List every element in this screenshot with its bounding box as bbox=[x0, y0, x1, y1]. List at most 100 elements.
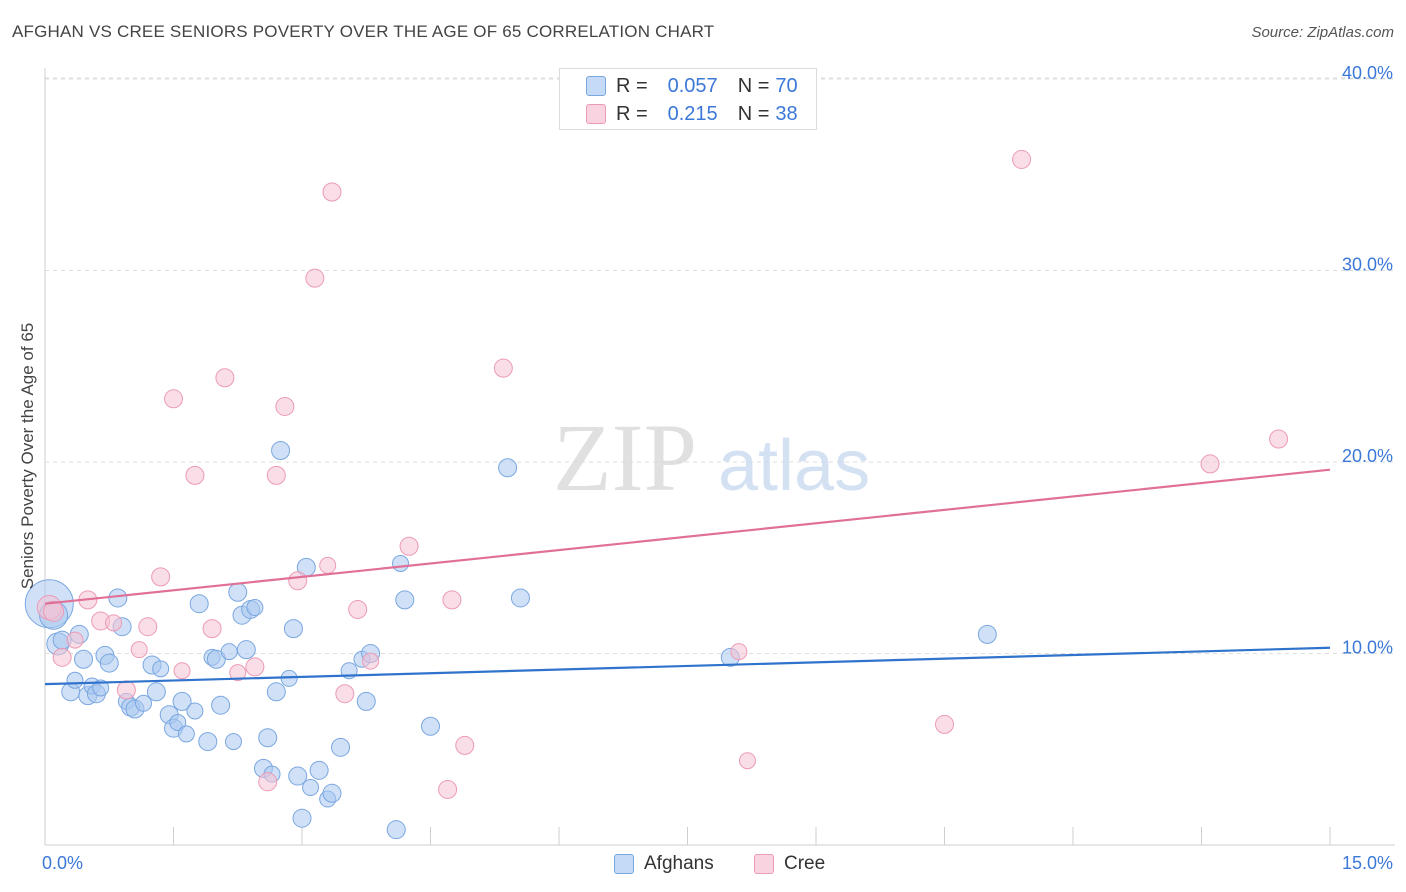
data-point-cree bbox=[66, 631, 84, 649]
data-point-cree bbox=[288, 571, 308, 591]
data-point-afghans bbox=[258, 728, 278, 748]
legend-r-value: 0.057 bbox=[667, 74, 718, 97]
trend-lines bbox=[44, 468, 1331, 686]
data-point-afghans bbox=[322, 783, 342, 803]
data-point-afghans bbox=[395, 590, 415, 610]
chart-source: Source: ZipAtlas.com bbox=[1251, 24, 1394, 41]
bottom-legend-swatch-cree bbox=[754, 854, 774, 874]
data-point-afghans bbox=[66, 671, 84, 689]
data-point-cree bbox=[185, 465, 205, 485]
legend: R = 0.057 N = 70 R = 0.215 N = 38 bbox=[559, 68, 817, 130]
y-tick-label: 40.0% bbox=[1342, 63, 1393, 83]
y-tick-label: 10.0% bbox=[1342, 638, 1393, 658]
data-point-afghans bbox=[135, 694, 153, 712]
data-point-afghans bbox=[386, 820, 406, 840]
data-point-afghans bbox=[169, 713, 187, 731]
data-point-cree bbox=[43, 600, 65, 622]
data-point-afghans bbox=[421, 716, 440, 736]
bottom-legend-label-afghans: Afghans bbox=[644, 853, 714, 874]
data-point-cree bbox=[215, 368, 235, 388]
data-point-afghans bbox=[309, 760, 329, 780]
data-point-cree bbox=[322, 182, 342, 202]
data-point-afghans bbox=[510, 588, 530, 608]
y-axis-title: Seniors Poverty Over the Age of 65 bbox=[18, 323, 37, 589]
data-point-cree bbox=[348, 599, 368, 619]
legend-swatch-cree bbox=[586, 104, 606, 124]
data-point-afghans bbox=[189, 594, 209, 614]
data-point-cree bbox=[1200, 454, 1220, 474]
data-point-cree bbox=[319, 556, 337, 574]
data-point-afghans bbox=[356, 691, 376, 711]
data-point-cree bbox=[229, 664, 247, 682]
data-point-afghans bbox=[228, 582, 248, 602]
legend-row-afghans: R = 0.057 N = 70 bbox=[586, 73, 798, 99]
x-tick-label-min: 0.0% bbox=[42, 853, 83, 873]
trend-line-cree bbox=[44, 468, 1331, 605]
data-point-cree bbox=[935, 714, 954, 734]
legend-n-label: N = bbox=[737, 102, 770, 125]
bottom-legend-cree: Cree bbox=[754, 851, 825, 877]
data-point-cree bbox=[52, 647, 72, 667]
x-tick-label-max: 15.0% bbox=[1342, 853, 1393, 873]
data-point-cree bbox=[399, 536, 419, 556]
legend-n-value: 70 bbox=[775, 74, 798, 97]
data-point-cree bbox=[335, 684, 355, 704]
y-tick-label: 20.0% bbox=[1342, 446, 1393, 466]
legend-r-label: R = bbox=[616, 74, 648, 97]
y-tick-label: 30.0% bbox=[1342, 255, 1393, 275]
data-point-cree bbox=[130, 641, 148, 659]
data-point-cree bbox=[258, 772, 278, 792]
axis-labels: 10.0% 20.0% 30.0% 40.0% 0.0% 15.0% Seniors Pov… bbox=[18, 63, 1393, 873]
data-point-afghans bbox=[99, 653, 119, 673]
data-point-cree bbox=[245, 657, 265, 677]
legend-r-label: R = bbox=[616, 102, 648, 125]
data-point-afghans bbox=[198, 732, 218, 752]
data-point-cree bbox=[362, 652, 380, 670]
data-point-cree bbox=[1269, 429, 1289, 449]
data-point-cree bbox=[266, 465, 286, 485]
legend-n-value: 38 bbox=[775, 102, 798, 125]
data-point-afghans bbox=[74, 649, 94, 669]
data-point-afghans bbox=[206, 649, 226, 669]
data-point-cree bbox=[116, 680, 136, 700]
data-point-afghans bbox=[283, 619, 303, 639]
data-point-cree bbox=[164, 389, 183, 409]
grid-lines bbox=[45, 77, 1395, 654]
data-point-afghans bbox=[977, 624, 997, 644]
data-points bbox=[24, 149, 1289, 840]
data-point-cree bbox=[438, 779, 458, 799]
data-point-afghans bbox=[224, 733, 242, 751]
data-point-afghans bbox=[177, 725, 195, 743]
data-point-afghans bbox=[92, 679, 110, 697]
data-point-afghans bbox=[392, 554, 410, 572]
data-point-afghans bbox=[152, 660, 170, 678]
data-point-cree bbox=[738, 752, 756, 770]
trend-line-afghans bbox=[44, 646, 1331, 686]
axes bbox=[44, 68, 1395, 846]
data-point-cree bbox=[442, 590, 462, 610]
data-point-afghans bbox=[292, 808, 312, 828]
data-point-afghans bbox=[236, 640, 256, 660]
legend-n-label: N = bbox=[737, 74, 770, 97]
data-point-afghans bbox=[266, 682, 286, 702]
data-point-afghans bbox=[186, 702, 204, 720]
legend-r-value: 0.215 bbox=[667, 102, 718, 125]
data-point-cree bbox=[275, 396, 295, 416]
bottom-legend-label-cree: Cree bbox=[784, 853, 826, 874]
bottom-legend-swatch-afghans bbox=[614, 854, 634, 874]
data-point-afghans bbox=[498, 458, 518, 478]
data-point-cree bbox=[151, 567, 171, 587]
data-point-afghans bbox=[146, 682, 166, 702]
data-point-cree bbox=[730, 643, 748, 661]
data-point-cree bbox=[455, 735, 475, 755]
data-point-cree bbox=[1012, 149, 1032, 169]
data-point-cree bbox=[105, 614, 123, 632]
data-point-afghans bbox=[211, 695, 231, 715]
data-point-afghans bbox=[302, 779, 320, 797]
watermark-zip: ZIP bbox=[553, 404, 697, 511]
data-point-afghans bbox=[271, 441, 291, 461]
data-point-afghans bbox=[288, 766, 308, 786]
watermark-atlas: atlas bbox=[718, 426, 870, 506]
data-point-afghans bbox=[172, 691, 192, 711]
